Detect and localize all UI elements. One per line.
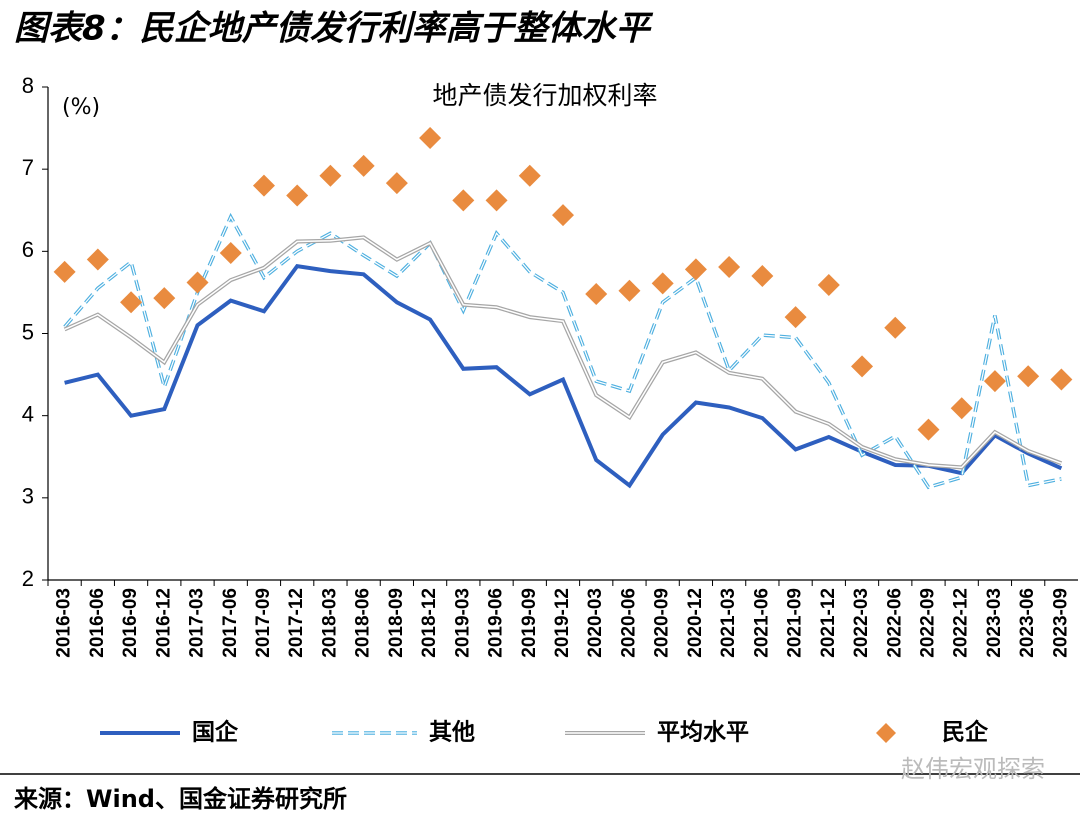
diamond-marker [485, 189, 508, 212]
y-tick-label: 8 [22, 73, 34, 98]
x-tick-label: 2022-12 [951, 588, 972, 658]
y-tick-label: 3 [22, 484, 34, 509]
legend-swatch [876, 723, 896, 743]
x-tick-label: 2019-03 [452, 588, 473, 658]
x-tick-label: 2017-12 [286, 588, 307, 658]
x-tick-label: 2018-09 [386, 588, 407, 658]
diamond-marker [751, 264, 774, 287]
diamond-marker [53, 260, 76, 283]
diamond-marker [618, 279, 641, 302]
x-tick-label: 2019-12 [552, 588, 573, 658]
diamond-marker [917, 418, 940, 441]
diamond-marker [684, 258, 707, 281]
diamond-marker [319, 164, 342, 187]
x-tick-label: 2019-06 [486, 588, 507, 658]
diamond-marker [385, 172, 408, 195]
diamond-marker [884, 316, 907, 339]
y-tick-label: 2 [22, 566, 34, 591]
x-tick-label: 2017-06 [220, 588, 241, 658]
diamond-marker [452, 189, 475, 212]
diamond-marker [1017, 365, 1040, 388]
x-tick-label: 2017-03 [187, 588, 208, 658]
diamond-marker [419, 126, 442, 149]
series-line [64, 263, 1063, 489]
legend-label: 国企 [192, 719, 239, 746]
x-tick-label: 2019-09 [519, 588, 540, 658]
diamond-marker [286, 184, 309, 207]
x-tick-label: 2018-12 [419, 588, 440, 658]
x-tick-label: 2020-03 [585, 588, 606, 658]
diamond-marker [718, 255, 741, 278]
diamond-marker [651, 272, 674, 295]
diamond-marker [219, 241, 242, 264]
x-tick-label: 2016-06 [87, 588, 108, 658]
y-unit: (%) [62, 95, 100, 120]
heading: 图表8：民企地产债发行利率高于整体水平 [14, 9, 654, 49]
x-tick-label: 2018-06 [353, 588, 374, 658]
x-tick-label: 2020-09 [652, 588, 673, 658]
x-tick-label: 2017-09 [253, 588, 274, 658]
x-tick-label: 2023-03 [984, 588, 1005, 658]
diamond-marker [585, 283, 608, 306]
diamond-marker [983, 370, 1006, 393]
diamond-marker [352, 154, 375, 177]
x-tick-label: 2020-06 [618, 588, 639, 658]
x-tick-label: 2021-06 [751, 588, 772, 658]
x-tick-label: 2021-03 [718, 588, 739, 658]
series-line-inner [64, 215, 1062, 488]
diamond-marker [784, 306, 807, 329]
diamond-marker [851, 355, 874, 378]
diamond-marker [518, 164, 541, 187]
y-tick-label: 7 [22, 155, 34, 180]
x-tick-label: 2021-12 [818, 588, 839, 658]
diamond-marker [552, 204, 574, 227]
chart-title: 地产债发行加权利率 [432, 81, 657, 110]
diamond-marker [86, 248, 109, 271]
diamond-marker [120, 291, 143, 314]
diamond-marker [252, 174, 275, 197]
x-tick-label: 2022-09 [917, 588, 938, 658]
x-tick-label: 2022-06 [884, 588, 905, 658]
diamond-marker [1050, 368, 1073, 391]
series-line [63, 235, 1063, 470]
legend-label: 平均水平 [657, 719, 749, 746]
y-tick-label: 5 [22, 319, 34, 344]
x-tick-label: 2021-09 [785, 588, 806, 658]
series-line [63, 212, 1062, 490]
x-tick-label: 2016-12 [153, 588, 174, 658]
x-tick-label: 2020-12 [685, 588, 706, 658]
series-line-inner [64, 236, 1062, 469]
x-tick-label: 2022-03 [851, 588, 872, 658]
diamond-marker [186, 271, 209, 294]
watermark: 赵伟宏观探索 [901, 755, 1045, 783]
diamond-marker [950, 397, 973, 420]
x-tick-label: 2023-06 [1017, 588, 1038, 658]
x-tick-label: 2016-03 [54, 588, 75, 658]
x-tick-label: 2016-09 [120, 588, 141, 658]
source: 来源：Wind、国金证券研究所 [14, 785, 347, 813]
legend-label: 民企 [942, 719, 989, 746]
diamond-marker [817, 274, 840, 297]
legend-label: 其他 [429, 720, 475, 746]
diamond-marker [153, 287, 176, 310]
y-tick-label: 6 [22, 237, 34, 262]
x-tick-label: 2023-09 [1050, 588, 1071, 658]
y-tick-label: 4 [22, 401, 34, 426]
x-tick-label: 2018-03 [319, 588, 340, 658]
